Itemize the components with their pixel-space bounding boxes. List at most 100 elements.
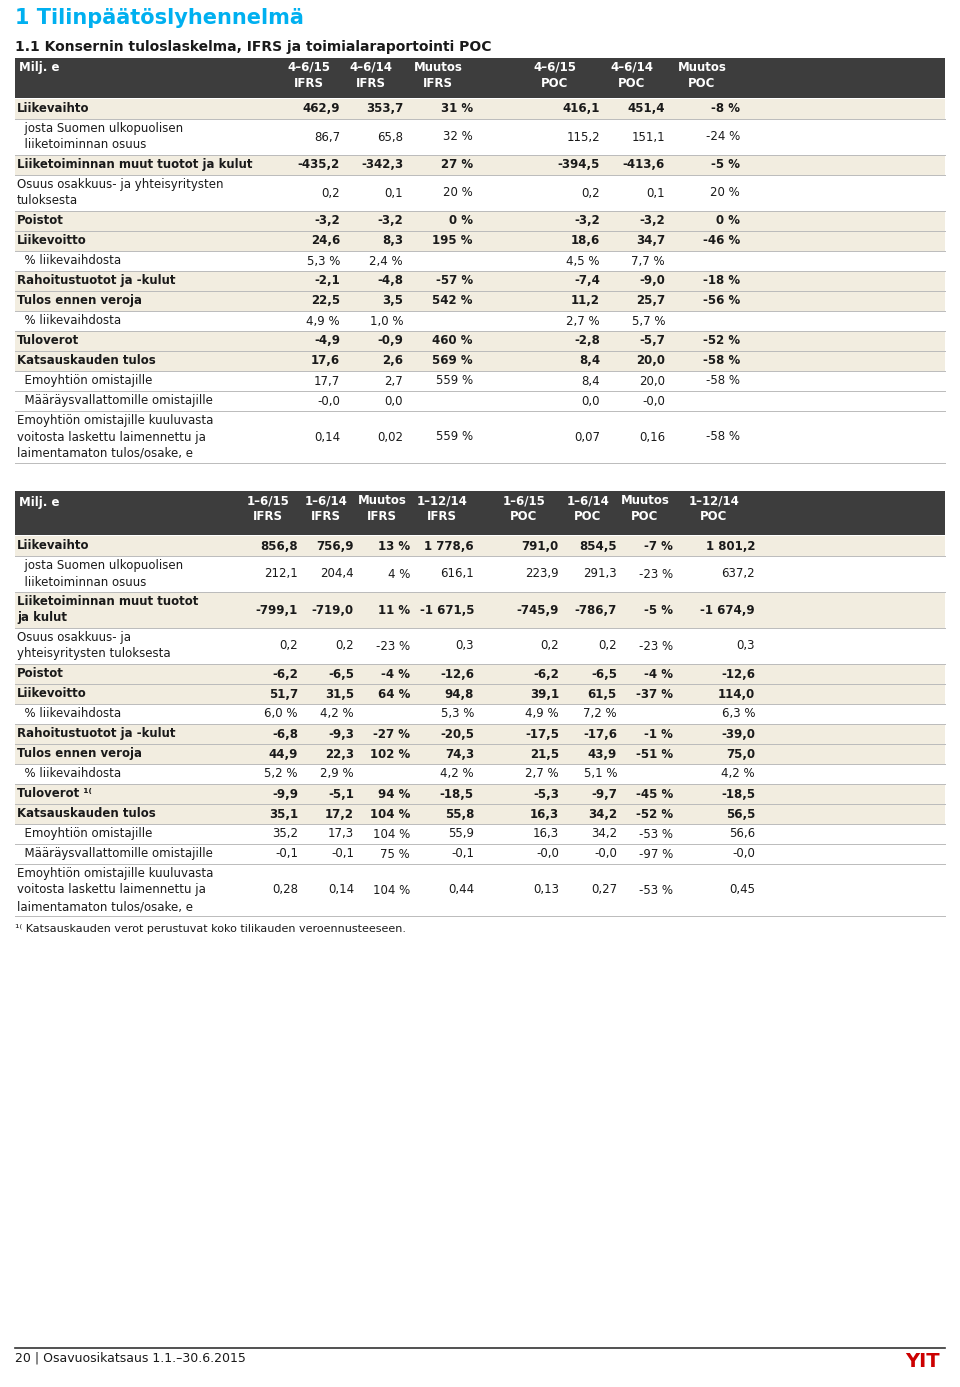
- Bar: [15, 743, 945, 764]
- Text: 542 %: 542 %: [433, 294, 473, 308]
- Text: 0,27: 0,27: [590, 884, 617, 896]
- Text: -1 %: -1 %: [644, 728, 673, 741]
- Text: 0 %: 0 %: [716, 215, 740, 227]
- Text: 34,2: 34,2: [588, 807, 617, 821]
- Text: % liikevaihdosta: % liikevaihdosta: [17, 254, 121, 268]
- Text: Osuus osakkuus- ja
yhteisyritysten tuloksesta: Osuus osakkuus- ja yhteisyritysten tulok…: [17, 631, 171, 660]
- Text: Muutos
POC: Muutos POC: [678, 61, 727, 90]
- Text: -8 %: -8 %: [711, 103, 740, 115]
- Text: -786,7: -786,7: [575, 603, 617, 616]
- Text: 17,3: 17,3: [328, 828, 354, 841]
- Text: -6,5: -6,5: [591, 667, 617, 681]
- Text: 0,2: 0,2: [582, 186, 600, 200]
- Text: 1 801,2: 1 801,2: [706, 540, 755, 552]
- Text: -58 %: -58 %: [706, 374, 740, 387]
- Bar: [15, 845, 945, 864]
- Bar: [15, 535, 945, 556]
- Text: 20,0: 20,0: [636, 355, 665, 368]
- Text: 34,7: 34,7: [636, 234, 665, 247]
- Text: Rahoitustuotot ja -kulut: Rahoitustuotot ja -kulut: [17, 727, 176, 741]
- Text: -56 %: -56 %: [703, 294, 740, 308]
- Text: 102 %: 102 %: [370, 748, 410, 760]
- Text: 27 %: 27 %: [441, 158, 473, 172]
- Text: 0,3: 0,3: [455, 639, 474, 652]
- Text: -58 %: -58 %: [703, 355, 740, 368]
- Text: -6,2: -6,2: [272, 667, 298, 681]
- Text: 17,2: 17,2: [325, 807, 354, 821]
- Text: 2,7 %: 2,7 %: [525, 767, 559, 781]
- Text: 39,1: 39,1: [530, 688, 559, 700]
- Text: -6,8: -6,8: [272, 728, 298, 741]
- Text: Liiketoiminnan muut tuotot ja kulut: Liiketoiminnan muut tuotot ja kulut: [17, 158, 252, 171]
- Text: Muutos
POC: Muutos POC: [620, 494, 669, 523]
- Bar: [15, 351, 945, 370]
- Bar: [15, 556, 945, 592]
- Text: -37 %: -37 %: [636, 688, 673, 700]
- Text: 1–6/14
IFRS: 1–6/14 IFRS: [304, 494, 348, 523]
- Text: 195 %: 195 %: [433, 234, 473, 247]
- Bar: [15, 491, 945, 535]
- Text: 34,2: 34,2: [590, 828, 617, 841]
- Bar: [15, 155, 945, 175]
- Text: 2,6: 2,6: [382, 355, 403, 368]
- Text: -5,7: -5,7: [639, 334, 665, 348]
- Text: -18,5: -18,5: [721, 788, 755, 800]
- Text: 0,07: 0,07: [574, 430, 600, 444]
- Text: Tulos ennen veroja: Tulos ennen veroja: [17, 748, 142, 760]
- Text: 32 %: 32 %: [444, 130, 473, 143]
- Text: 114,0: 114,0: [718, 688, 755, 700]
- Text: 21,5: 21,5: [530, 748, 559, 760]
- Text: 2,7 %: 2,7 %: [566, 315, 600, 327]
- Text: -0,0: -0,0: [536, 847, 559, 860]
- Text: 4,2 %: 4,2 %: [721, 767, 755, 781]
- Text: -46 %: -46 %: [703, 234, 740, 247]
- Bar: [15, 628, 945, 664]
- Text: Tuloverot ¹⁽: Tuloverot ¹⁽: [17, 786, 92, 800]
- Bar: [15, 764, 945, 784]
- Text: -58 %: -58 %: [706, 430, 740, 444]
- Bar: [15, 98, 945, 119]
- Text: Liikevaihto: Liikevaihto: [17, 540, 89, 552]
- Text: % liikevaihdosta: % liikevaihdosta: [17, 707, 121, 720]
- Text: -4 %: -4 %: [381, 667, 410, 681]
- Text: 0,2: 0,2: [335, 639, 354, 652]
- Text: -342,3: -342,3: [361, 158, 403, 172]
- Text: -394,5: -394,5: [558, 158, 600, 172]
- Text: 8,3: 8,3: [382, 234, 403, 247]
- Text: 559 %: 559 %: [436, 374, 473, 387]
- Text: 115,2: 115,2: [566, 130, 600, 143]
- Text: 1 Tilinpäätöslyhennelmä: 1 Tilinpäätöslyhennelmä: [15, 8, 304, 28]
- Text: 17,7: 17,7: [314, 374, 340, 387]
- Text: -5,3: -5,3: [533, 788, 559, 800]
- Text: -7 %: -7 %: [644, 540, 673, 552]
- Text: -4,8: -4,8: [377, 275, 403, 287]
- Text: 22,3: 22,3: [325, 748, 354, 760]
- Text: 0,16: 0,16: [638, 430, 665, 444]
- Text: 44,9: 44,9: [269, 748, 298, 760]
- Text: 35,1: 35,1: [269, 807, 298, 821]
- Text: 353,7: 353,7: [366, 103, 403, 115]
- Text: -23 %: -23 %: [638, 567, 673, 581]
- Text: Milj. e: Milj. e: [19, 61, 60, 74]
- Text: Poistot: Poistot: [17, 667, 64, 680]
- Text: 55,8: 55,8: [444, 807, 474, 821]
- Bar: [15, 592, 945, 628]
- Text: 5,1 %: 5,1 %: [584, 767, 617, 781]
- Text: 204,4: 204,4: [321, 567, 354, 581]
- Text: 4,9 %: 4,9 %: [525, 707, 559, 720]
- Text: 5,2 %: 5,2 %: [265, 767, 298, 781]
- Text: 4–6/14
POC: 4–6/14 POC: [611, 61, 654, 90]
- Text: -7,4: -7,4: [574, 275, 600, 287]
- Text: 291,3: 291,3: [584, 567, 617, 581]
- Text: 2,7: 2,7: [384, 374, 403, 387]
- Text: 56,5: 56,5: [726, 807, 755, 821]
- Text: -5 %: -5 %: [711, 158, 740, 172]
- Bar: [15, 705, 945, 724]
- Text: % liikevaihdosta: % liikevaihdosta: [17, 313, 121, 327]
- Text: 1 778,6: 1 778,6: [424, 540, 474, 552]
- Bar: [15, 411, 945, 463]
- Text: 22,5: 22,5: [311, 294, 340, 308]
- Text: Muutos
IFRS: Muutos IFRS: [414, 61, 463, 90]
- Text: -0,0: -0,0: [317, 394, 340, 408]
- Text: -23 %: -23 %: [638, 639, 673, 652]
